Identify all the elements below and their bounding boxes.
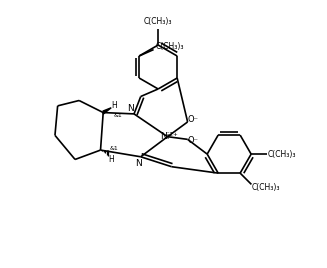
Text: C(CH₃)₃: C(CH₃)₃ bbox=[144, 17, 172, 26]
Text: O⁻: O⁻ bbox=[187, 136, 198, 145]
Text: N: N bbox=[135, 159, 142, 168]
Text: Ni²⁺: Ni²⁺ bbox=[160, 132, 178, 141]
Text: N: N bbox=[128, 104, 134, 113]
Text: H: H bbox=[108, 155, 114, 164]
Text: &1: &1 bbox=[113, 113, 122, 118]
Text: C(CH₃)₃: C(CH₃)₃ bbox=[155, 42, 184, 51]
Text: H: H bbox=[111, 101, 117, 110]
Text: O⁻: O⁻ bbox=[187, 115, 198, 124]
Text: C(CH₃)₃: C(CH₃)₃ bbox=[268, 150, 296, 159]
Text: C(CH₃)₃: C(CH₃)₃ bbox=[252, 183, 280, 192]
Text: &1: &1 bbox=[110, 146, 118, 151]
Polygon shape bbox=[103, 108, 111, 114]
